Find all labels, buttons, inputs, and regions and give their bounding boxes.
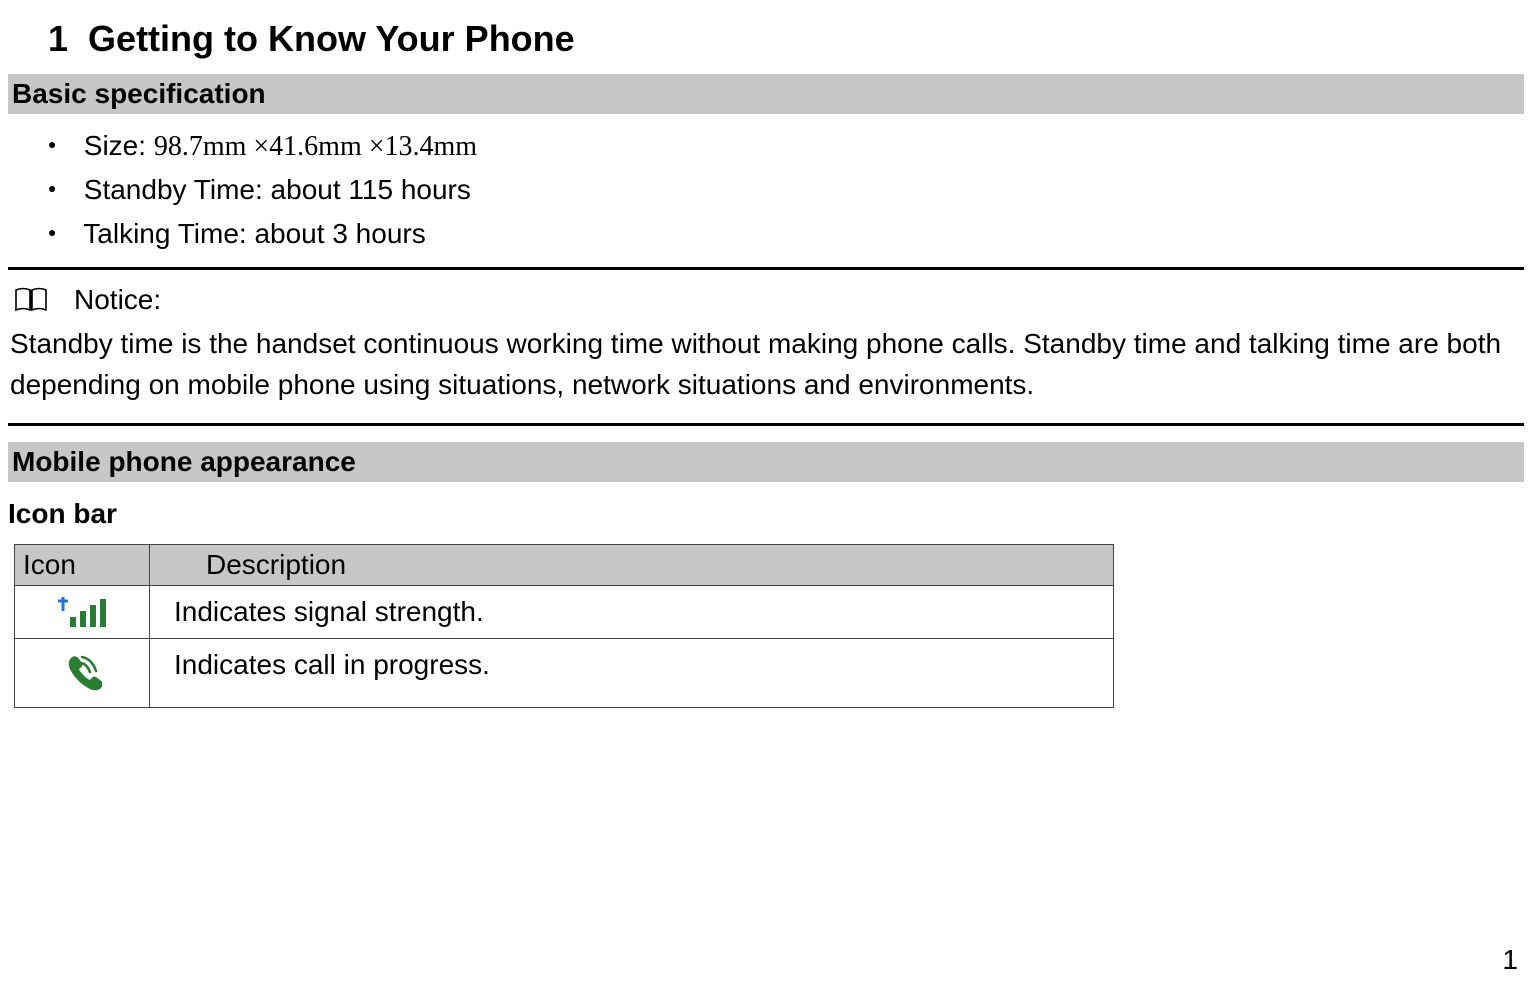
- spec-value: about 3 hours: [254, 218, 425, 249]
- section-heading-basic-spec: Basic specification: [8, 74, 1524, 114]
- notice-label: Notice:: [74, 284, 161, 316]
- table-row: Indicates call in progress.: [15, 639, 1114, 708]
- separator-rule: [8, 423, 1524, 426]
- icon-cell: [15, 639, 150, 708]
- table-header-row: Icon Description: [15, 545, 1114, 586]
- spec-list: Size: 98.7mm ×41.6mm ×13.4mm Standby Tim…: [8, 124, 1524, 255]
- spec-label: Standby Time:: [84, 174, 263, 205]
- list-item: Talking Time: about 3 hours: [48, 212, 1524, 255]
- notice-row: Notice:: [14, 284, 1524, 316]
- spec-value: 98.7mm ×41.6mm ×13.4mm: [154, 131, 477, 162]
- description-cell: Indicates signal strength.: [150, 586, 1114, 639]
- chapter-title-text: Getting to Know Your Phone: [88, 18, 575, 59]
- table-row: Indicates signal strength.: [15, 586, 1114, 639]
- icon-table: Icon Description Indicates signal streng…: [14, 544, 1114, 708]
- call-in-progress-icon: [15, 653, 149, 693]
- open-book-icon: [14, 287, 48, 313]
- subheading-icon-bar: Icon bar: [8, 498, 1524, 530]
- table-col-icon: Icon: [15, 545, 150, 586]
- signal-strength-icon: [15, 595, 149, 629]
- notice-body: Standby time is the handset continuous w…: [10, 324, 1514, 405]
- table-col-description: Description: [150, 545, 1114, 586]
- section-heading-appearance: Mobile phone appearance: [8, 442, 1524, 482]
- list-item: Size: 98.7mm ×41.6mm ×13.4mm: [48, 124, 1524, 168]
- description-cell: Indicates call in progress.: [150, 639, 1114, 708]
- separator-rule: [8, 267, 1524, 270]
- document-page: 1 Getting to Know Your Phone Basic speci…: [0, 18, 1532, 984]
- spec-value: about 115 hours: [271, 174, 471, 205]
- spec-label: Size:: [84, 130, 146, 161]
- chapter-number: 1: [48, 18, 68, 59]
- page-number: 1: [1502, 944, 1518, 976]
- spec-label: Talking Time:: [83, 218, 246, 249]
- chapter-title: 1 Getting to Know Your Phone: [48, 18, 1524, 60]
- list-item: Standby Time: about 115 hours: [48, 168, 1524, 211]
- icon-cell: [15, 586, 150, 639]
